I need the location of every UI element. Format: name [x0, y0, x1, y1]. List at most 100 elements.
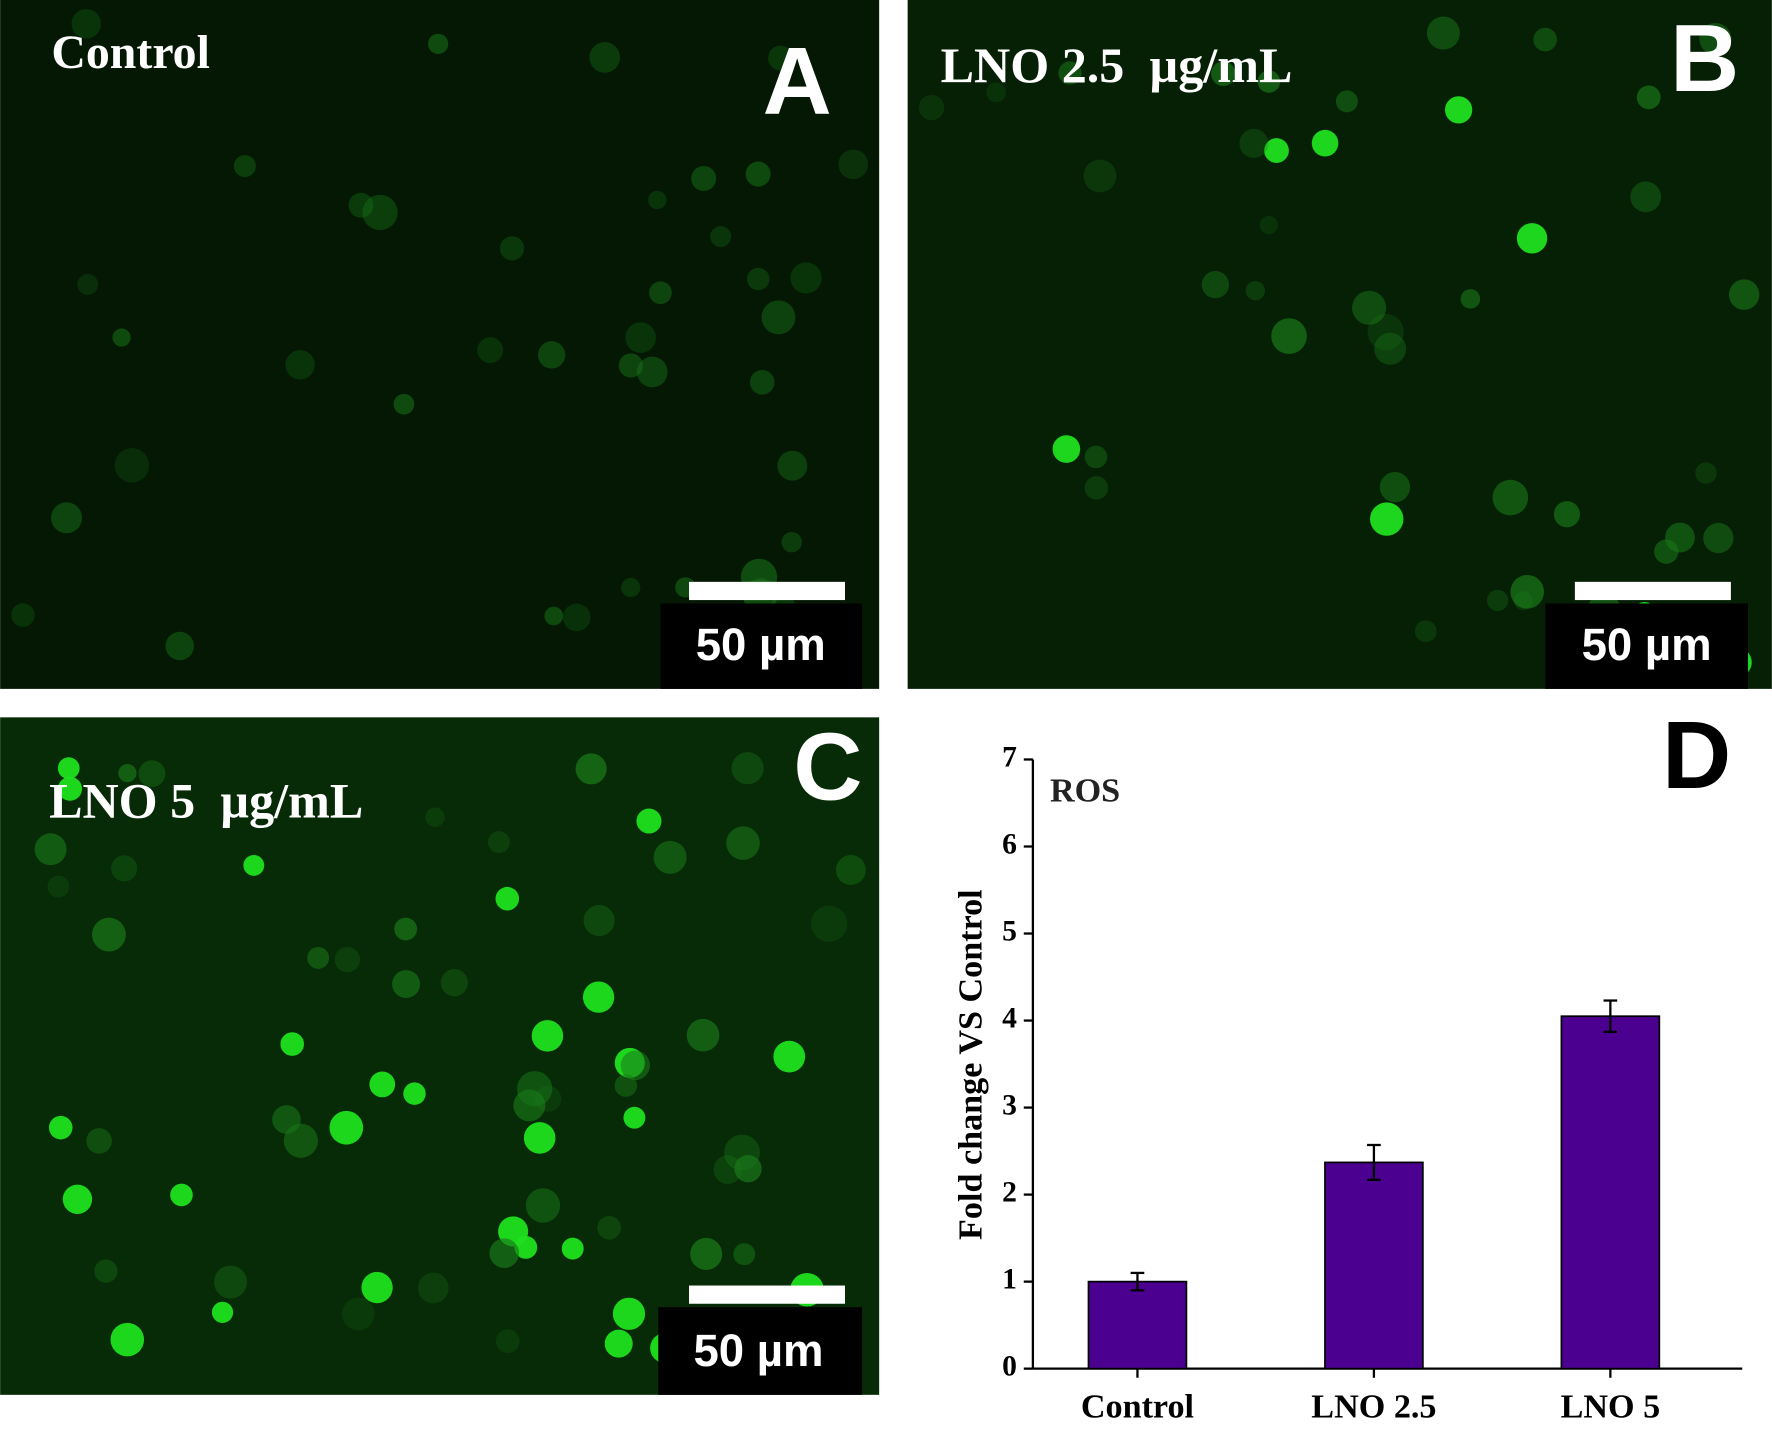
cell — [280, 1032, 305, 1056]
cell — [724, 1134, 761, 1171]
cell — [1374, 332, 1407, 365]
cell — [393, 393, 415, 415]
cell — [513, 1089, 546, 1122]
cell — [211, 1301, 234, 1323]
cell — [1699, 22, 1732, 56]
y-tick-label: 7 — [1002, 741, 1017, 773]
micrograph-b — [907, 0, 1772, 689]
cell — [1084, 476, 1109, 500]
cell — [1367, 313, 1404, 351]
y-axis-label: Fold change VS Control — [953, 889, 990, 1240]
error-bar — [1367, 1143, 1381, 1181]
micrograph-a — [0, 0, 880, 689]
cell — [790, 262, 822, 294]
cell — [781, 531, 802, 553]
cell — [582, 981, 615, 1013]
cell — [51, 502, 83, 534]
cell — [62, 1184, 93, 1214]
cell — [495, 1329, 520, 1354]
cell — [537, 341, 566, 369]
panel-letter: D — [1662, 702, 1731, 809]
cell — [1553, 501, 1580, 528]
cell — [562, 603, 591, 632]
cell — [745, 161, 771, 187]
cell — [1264, 138, 1289, 163]
cell — [1492, 479, 1529, 516]
cell — [1335, 90, 1358, 113]
cell — [838, 149, 869, 180]
cell — [1245, 281, 1265, 301]
cell — [86, 1128, 112, 1154]
cell — [392, 970, 421, 999]
cell — [1259, 215, 1279, 235]
cell — [1533, 27, 1557, 52]
cell — [307, 946, 330, 969]
y-tick-label: 5 — [1002, 915, 1017, 947]
cell — [1370, 502, 1404, 536]
cell — [243, 854, 265, 876]
cell — [810, 905, 848, 942]
cell — [233, 155, 256, 178]
scale-bar — [1574, 581, 1731, 601]
cell — [523, 1122, 556, 1154]
cell — [425, 807, 445, 827]
cell — [138, 760, 166, 788]
cell — [623, 1106, 646, 1129]
y-tick-label: 3 — [1002, 1089, 1017, 1121]
cell — [499, 236, 525, 261]
cell — [348, 192, 374, 218]
cell — [495, 886, 520, 911]
annotation: ROS — [1050, 772, 1120, 809]
cell — [417, 1272, 449, 1304]
scale-box — [1545, 603, 1748, 689]
cell — [773, 1040, 806, 1073]
panel-label: Control — [51, 26, 210, 79]
x-tick-label: LNO 5 — [1561, 1388, 1661, 1425]
cell — [583, 904, 615, 937]
cell — [362, 194, 398, 231]
cell — [918, 94, 945, 121]
cell — [1239, 128, 1269, 158]
bar — [1560, 1015, 1661, 1370]
cell — [369, 1071, 396, 1098]
y-tick-label: 4 — [1002, 1002, 1017, 1034]
cell — [341, 1297, 375, 1331]
x-tick-label: LNO 2.5 — [1311, 1388, 1436, 1425]
cell — [428, 33, 449, 54]
cell — [604, 1329, 633, 1358]
cell — [92, 917, 126, 952]
cell — [1695, 462, 1717, 484]
scale-box — [658, 1307, 863, 1395]
cell — [1426, 16, 1460, 50]
cell — [57, 776, 83, 801]
cell — [1636, 85, 1661, 110]
cell — [625, 322, 657, 353]
cell — [1703, 522, 1734, 554]
cell — [1444, 96, 1473, 124]
cell — [1052, 435, 1081, 463]
cell — [1654, 539, 1679, 564]
cell — [525, 1188, 561, 1223]
cell — [1510, 574, 1545, 609]
panel-letter: A — [763, 28, 832, 135]
cell — [1211, 61, 1236, 86]
cell — [621, 577, 641, 598]
cell — [761, 300, 796, 335]
cell — [1257, 70, 1281, 93]
cell — [11, 603, 35, 627]
cell — [47, 875, 70, 898]
cell — [597, 1215, 621, 1240]
cell — [589, 42, 621, 73]
cell — [726, 826, 760, 860]
cell — [653, 840, 687, 874]
cell — [487, 831, 510, 854]
cell — [1486, 589, 1509, 612]
cell — [77, 273, 99, 295]
cell — [48, 1115, 73, 1140]
y-tick-label: 1 — [1002, 1263, 1017, 1295]
scale-text: 50 µm — [693, 1325, 823, 1376]
cell — [1084, 445, 1108, 469]
cell — [575, 753, 607, 785]
cell — [636, 356, 668, 388]
